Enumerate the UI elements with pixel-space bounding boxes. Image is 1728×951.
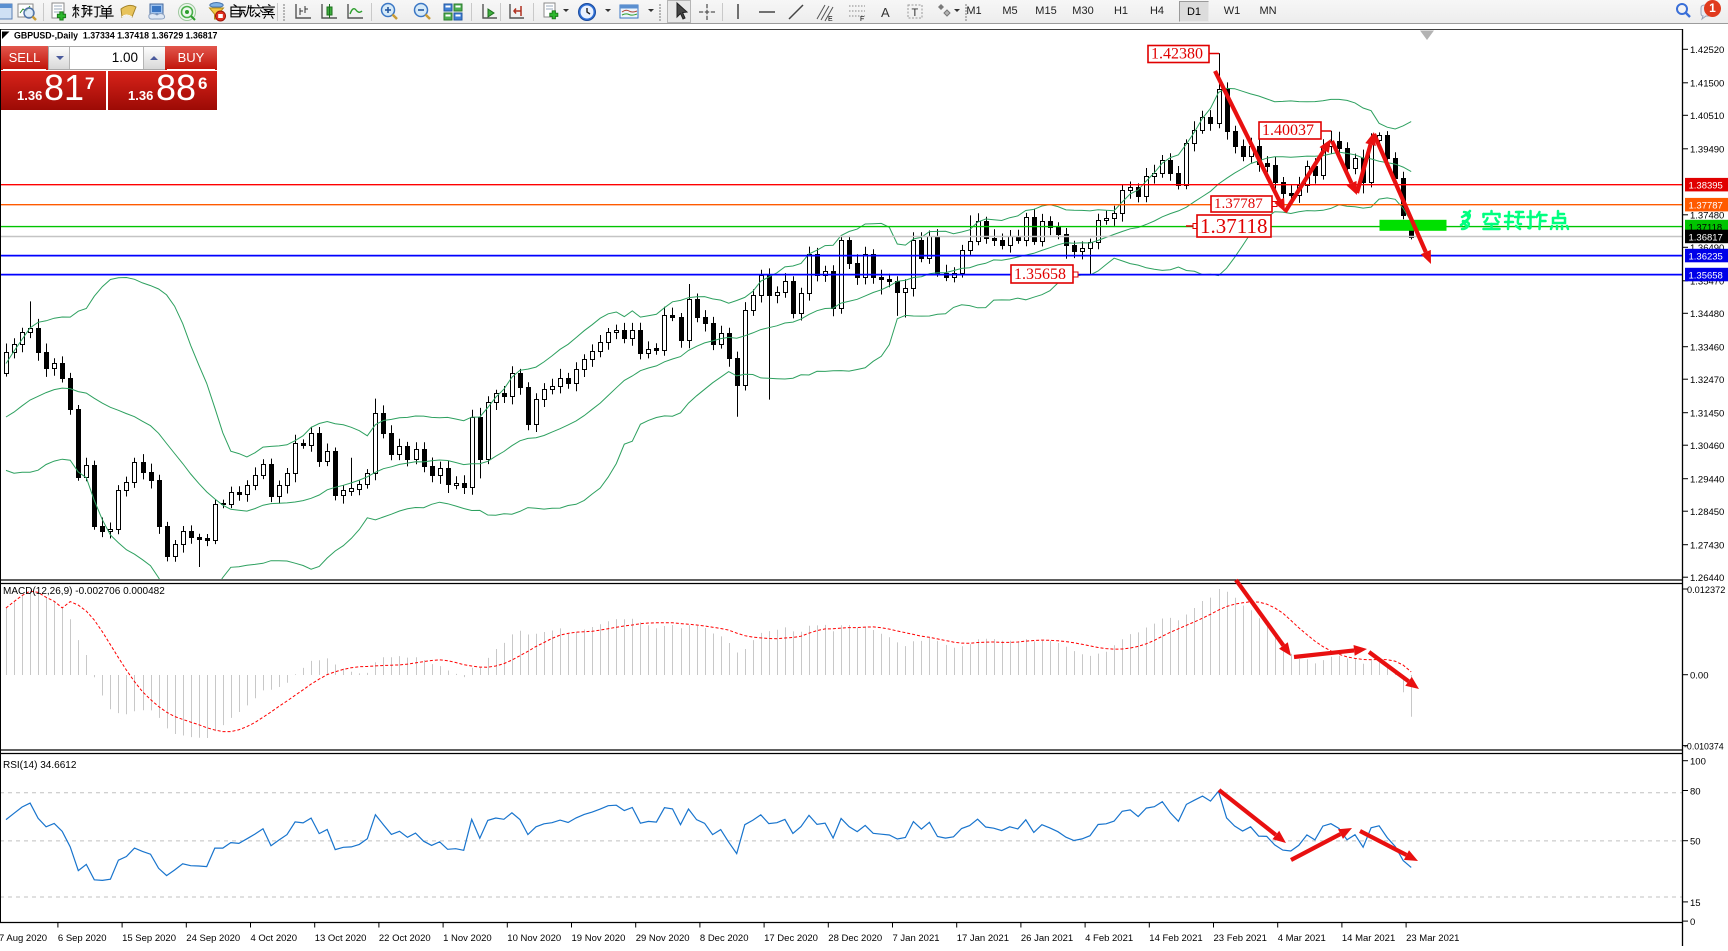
svg-text:1.36235: 1.36235 <box>1689 252 1723 263</box>
svg-text:23 Feb 2021: 23 Feb 2021 <box>1214 933 1267 944</box>
svg-text:24 Sep 2020: 24 Sep 2020 <box>186 933 240 944</box>
svg-text:1.36817: 1.36817 <box>1689 233 1723 244</box>
svg-text:1.29440: 1.29440 <box>1690 475 1724 486</box>
svg-text:28 Dec 2020: 28 Dec 2020 <box>828 933 882 944</box>
svg-text:RSI(14) 34.6612: RSI(14) 34.6612 <box>3 760 77 771</box>
svg-text:1.26440: 1.26440 <box>1690 573 1724 584</box>
svg-text:4 Feb 2021: 4 Feb 2021 <box>1085 933 1133 944</box>
svg-text:1.35658: 1.35658 <box>1014 266 1066 283</box>
svg-text:1.41500: 1.41500 <box>1690 79 1724 90</box>
svg-text:8 Dec 2020: 8 Dec 2020 <box>700 933 749 944</box>
svg-text:GBPUSD-,Daily 1.37334 1.37418: GBPUSD-,Daily 1.37334 1.37418 1.36729 1.… <box>14 31 218 41</box>
svg-text:1.37118: 1.37118 <box>1200 214 1267 238</box>
svg-text:F: F <box>860 16 864 22</box>
svg-text:1.36490: 1.36490 <box>1690 243 1724 254</box>
svg-text:0: 0 <box>1690 917 1695 928</box>
svg-text:17 Jan 2021: 17 Jan 2021 <box>957 933 1009 944</box>
svg-text:1.37787: 1.37787 <box>1214 196 1263 212</box>
svg-text:17 Dec 2020: 17 Dec 2020 <box>764 933 818 944</box>
svg-text:1.28450: 1.28450 <box>1690 507 1724 518</box>
svg-text:50: 50 <box>1690 837 1701 848</box>
svg-text:4 Oct 2020: 4 Oct 2020 <box>251 933 297 944</box>
svg-text:6 Sep 2020: 6 Sep 2020 <box>58 933 107 944</box>
svg-text:1.37480: 1.37480 <box>1690 211 1724 222</box>
svg-text:13 Oct 2020: 13 Oct 2020 <box>315 933 367 944</box>
svg-text:15: 15 <box>1690 898 1701 909</box>
svg-text:1.39490: 1.39490 <box>1690 145 1724 156</box>
svg-text:1.31450: 1.31450 <box>1690 409 1724 420</box>
svg-text:1.32470: 1.32470 <box>1690 375 1724 386</box>
svg-text:A: A <box>881 5 890 20</box>
svg-text:80: 80 <box>1690 787 1701 798</box>
svg-text:15 Sep 2020: 15 Sep 2020 <box>122 933 176 944</box>
svg-text:26 Jan 2021: 26 Jan 2021 <box>1021 933 1073 944</box>
svg-text:4 Mar 2021: 4 Mar 2021 <box>1278 933 1326 944</box>
svg-text:1.40037: 1.40037 <box>1262 122 1314 139</box>
svg-text:T: T <box>912 7 919 19</box>
svg-text:1.30460: 1.30460 <box>1690 441 1724 452</box>
svg-text:27 Aug 2020: 27 Aug 2020 <box>0 933 47 944</box>
svg-text:14 Mar 2021: 14 Mar 2021 <box>1342 933 1395 944</box>
svg-text:7 Jan 2021: 7 Jan 2021 <box>893 933 940 944</box>
svg-text:1.33460: 1.33460 <box>1690 343 1724 354</box>
svg-text:14 Feb 2021: 14 Feb 2021 <box>1149 933 1202 944</box>
svg-text:1.35658: 1.35658 <box>1689 271 1723 282</box>
svg-text:1.40510: 1.40510 <box>1690 111 1724 122</box>
svg-text:1.34480: 1.34480 <box>1690 309 1724 320</box>
svg-text:100: 100 <box>1690 757 1706 768</box>
svg-text:E: E <box>828 16 833 22</box>
svg-text:23 Mar 2021: 23 Mar 2021 <box>1406 933 1459 944</box>
svg-text:1.42380: 1.42380 <box>1151 46 1203 63</box>
svg-text:1.27430: 1.27430 <box>1690 541 1724 552</box>
svg-text:10 Nov 2020: 10 Nov 2020 <box>507 933 561 944</box>
svg-text:1.38395: 1.38395 <box>1689 181 1723 192</box>
svg-text:1.37118: 1.37118 <box>1689 223 1723 234</box>
svg-text:1.42520: 1.42520 <box>1690 45 1724 56</box>
svg-text:1 Nov 2020: 1 Nov 2020 <box>443 933 492 944</box>
svg-text:0.00: 0.00 <box>1690 671 1709 682</box>
svg-text:22 Oct 2020: 22 Oct 2020 <box>379 933 431 944</box>
svg-text:0.012372: 0.012372 <box>1687 585 1725 595</box>
svg-text:29 Nov 2020: 29 Nov 2020 <box>636 933 690 944</box>
svg-text:19 Nov 2020: 19 Nov 2020 <box>572 933 626 944</box>
svg-text:MACD(12,26,9) -0.002706 0.0004: MACD(12,26,9) -0.002706 0.000482 <box>3 586 165 597</box>
svg-text:1.35470: 1.35470 <box>1690 277 1724 288</box>
svg-text:1.37787: 1.37787 <box>1689 201 1723 212</box>
svg-text:-0.010374: -0.010374 <box>1684 741 1724 751</box>
